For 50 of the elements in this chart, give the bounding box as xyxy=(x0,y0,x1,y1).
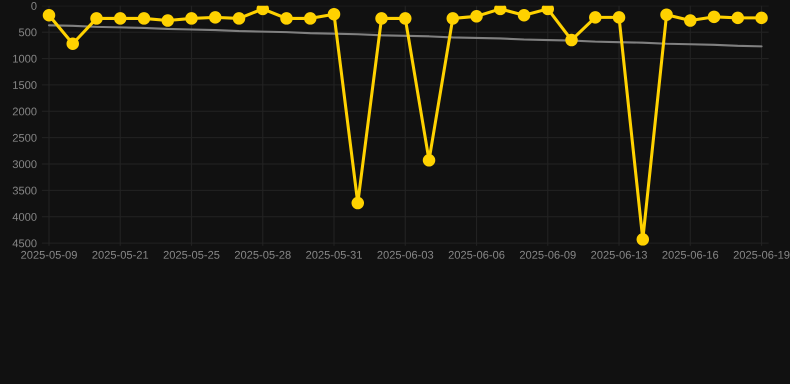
x-tick-label: 2025-05-31 xyxy=(306,250,362,259)
point xyxy=(422,154,436,167)
point xyxy=(470,10,483,23)
point xyxy=(185,12,198,25)
point xyxy=(708,10,720,24)
point xyxy=(612,11,626,24)
point xyxy=(732,12,744,24)
x-tick-label: 2025-06-09 xyxy=(520,250,576,259)
point xyxy=(684,14,697,27)
x-tick-label: 2025-06-19 xyxy=(734,250,790,259)
point xyxy=(375,12,388,25)
point xyxy=(280,12,293,25)
point xyxy=(755,12,768,24)
y-tick-label: 4000 xyxy=(12,213,37,221)
point xyxy=(90,12,103,25)
y-tick-label: 1500 xyxy=(13,81,37,90)
point xyxy=(232,12,246,25)
y-tick-label: 3500 xyxy=(12,186,37,195)
y-tick-label: 1000 xyxy=(13,54,37,63)
point xyxy=(66,37,79,50)
x-tick-label: 2025-05-28 xyxy=(234,250,291,259)
y-tick-label: 2500 xyxy=(12,134,37,142)
y-tick-label: 500 xyxy=(18,28,37,36)
point xyxy=(518,9,530,22)
x-tick-label: 2025-06-16 xyxy=(662,250,718,259)
x-tick-label: 2025-06-03 xyxy=(377,250,434,259)
line-series xyxy=(48,24,763,48)
x-tick-label: 2025-05-21 xyxy=(92,250,148,259)
point xyxy=(138,12,150,25)
point xyxy=(399,12,412,25)
point xyxy=(42,9,56,22)
y-tick-label: 2000 xyxy=(12,108,37,116)
point xyxy=(328,8,340,20)
y-tick-label: 3000 xyxy=(12,160,37,168)
y-tick-label: 4500 xyxy=(12,239,37,248)
point xyxy=(304,12,317,25)
point xyxy=(162,14,174,27)
x-tick-label: 2025-06-13 xyxy=(591,250,647,259)
x-tick-label: 2025-06-06 xyxy=(448,250,504,259)
x-tick-label: 2025-05-09 xyxy=(21,250,77,259)
point xyxy=(352,196,364,210)
point xyxy=(114,12,126,25)
point xyxy=(660,8,673,21)
point xyxy=(636,233,650,246)
point xyxy=(209,11,222,24)
y-tick-label: 0 xyxy=(31,2,37,10)
point xyxy=(565,34,578,46)
point xyxy=(589,11,602,24)
x-tick-label: 2025-05-25 xyxy=(164,250,220,259)
point xyxy=(446,12,460,25)
